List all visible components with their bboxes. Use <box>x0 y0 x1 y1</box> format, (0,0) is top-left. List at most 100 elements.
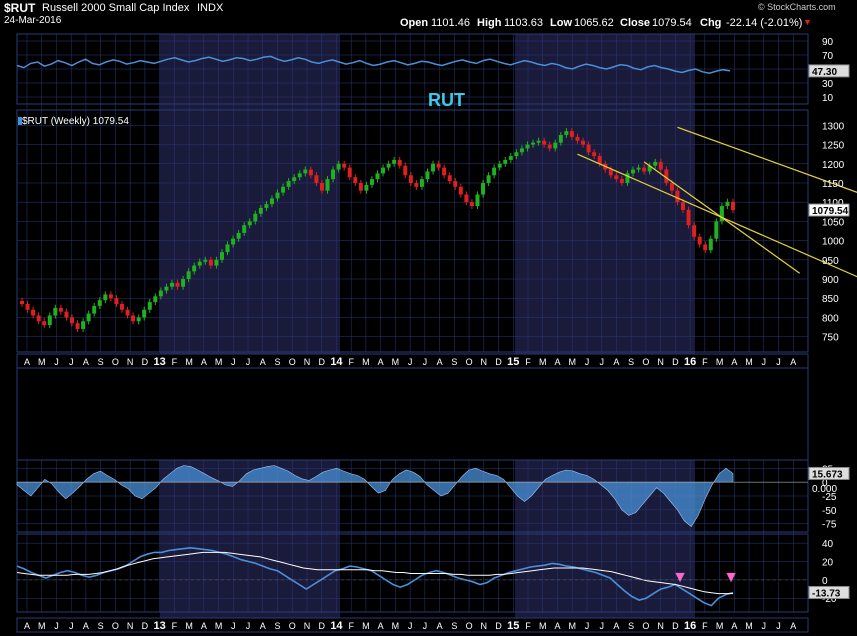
x-tick-label: N <box>481 357 488 367</box>
candle-up <box>242 225 247 233</box>
x-tick-label: A <box>437 621 443 631</box>
x-tick-label: A <box>378 621 384 631</box>
price-legend: $RUT (Weekly) 1079.54 <box>22 116 129 127</box>
y-tick-label: 30 <box>822 79 834 90</box>
candle-up <box>164 286 169 291</box>
x-tick-label: A <box>260 357 266 367</box>
candle-up <box>53 307 58 316</box>
x-tick-label: N <box>127 621 134 631</box>
x-tick-label: F <box>525 357 531 367</box>
x-tick-label: A <box>24 357 30 367</box>
x-tick-label: N <box>657 357 664 367</box>
candle-down <box>586 144 591 153</box>
candle-up <box>708 238 713 251</box>
index-name: Russell 2000 Small Cap Index <box>42 2 190 14</box>
x-tick-label: D <box>142 357 149 367</box>
x-tick-label: A <box>201 357 207 367</box>
candle-up <box>303 169 308 174</box>
candle-down <box>36 315 41 322</box>
candle-up <box>236 232 241 239</box>
candle-down <box>397 159 402 166</box>
candle-up <box>225 244 230 253</box>
x-tick-label: J <box>246 357 251 367</box>
x-tick-label: A <box>83 621 89 631</box>
candle-up <box>258 207 263 214</box>
y-tick-label: 1300 <box>822 121 845 132</box>
candle-up <box>714 221 719 239</box>
candle-down <box>569 131 574 137</box>
candle-down <box>608 169 613 176</box>
candle-up <box>81 321 86 329</box>
candle-down <box>314 175 319 183</box>
low-label: Low <box>550 17 572 29</box>
x-tick-label: J <box>762 621 767 631</box>
close-value: 1079.54 <box>652 17 692 29</box>
legend-swatch <box>18 117 22 125</box>
x-tick-label: M <box>568 621 576 631</box>
x-tick-label: D <box>318 621 325 631</box>
candle-down <box>308 169 313 176</box>
candle-down <box>703 244 708 251</box>
zero-label: 0.000 <box>812 484 837 495</box>
y-tick-label: 20 <box>822 558 834 569</box>
x-tick-label: A <box>731 621 737 631</box>
candle-down <box>436 163 441 168</box>
candle-up <box>431 163 436 172</box>
candle-down <box>458 186 463 195</box>
x-tick-label: 16 <box>684 620 696 632</box>
year-shade <box>160 34 340 354</box>
candle-up <box>336 163 341 170</box>
x-tick-label: A <box>613 621 619 631</box>
x-tick-label: A <box>24 621 30 631</box>
x-tick-label: O <box>289 621 296 631</box>
candle-up <box>219 252 224 260</box>
y-tick-label: 950 <box>822 256 839 267</box>
x-tick-label: M <box>568 357 576 367</box>
x-tick-label: N <box>127 357 134 367</box>
x-tick-label: D <box>495 357 502 367</box>
x-tick-label: M <box>539 357 547 367</box>
candle-up <box>531 142 536 145</box>
year-shade <box>160 460 340 618</box>
x-tick-label: J <box>423 357 428 367</box>
x-tick-label: N <box>657 621 664 631</box>
date: 24-Mar-2016 <box>4 15 62 26</box>
x-tick-label: J <box>776 621 781 631</box>
empty-panel <box>16 367 809 461</box>
candle-up <box>292 177 297 182</box>
x-tick-label: D <box>318 357 325 367</box>
pink-arrow-marker: ▼ <box>723 569 739 586</box>
candle-up <box>553 142 558 149</box>
x-tick-label: O <box>642 621 649 631</box>
x-tick-label: M <box>362 621 370 631</box>
candle-up <box>719 206 724 222</box>
chg-label: Chg <box>700 17 722 29</box>
y-tick-label: -75 <box>822 520 837 531</box>
x-tick-label: D <box>672 621 679 631</box>
last-value-box <box>808 585 850 599</box>
candle-up <box>486 175 491 183</box>
candle-down <box>31 309 36 316</box>
candle-up <box>636 167 641 170</box>
last-value-box <box>808 466 850 480</box>
candle-down <box>358 182 363 191</box>
candle-up <box>536 140 541 143</box>
x-tick-label: M <box>716 357 724 367</box>
chg-value: -22.14 (-2.01%) <box>726 17 803 29</box>
exchange: INDX <box>197 2 224 14</box>
candle-down <box>464 194 469 203</box>
x-tick-label: J <box>246 621 251 631</box>
x-tick-label: S <box>628 357 634 367</box>
candle-down <box>414 182 419 187</box>
x-tick-label: A <box>790 357 796 367</box>
x-tick-label: J <box>231 621 236 631</box>
y-tick-label: -50 <box>822 506 837 517</box>
candle-down <box>347 167 352 178</box>
high-label: High <box>477 17 502 29</box>
y-tick-label: 70 <box>822 51 834 62</box>
x-tick-label: 15 <box>507 620 519 632</box>
x-tick-label: A <box>790 621 796 631</box>
candle-down <box>131 315 136 322</box>
trendline <box>643 161 801 274</box>
x-tick-label: M <box>745 357 753 367</box>
